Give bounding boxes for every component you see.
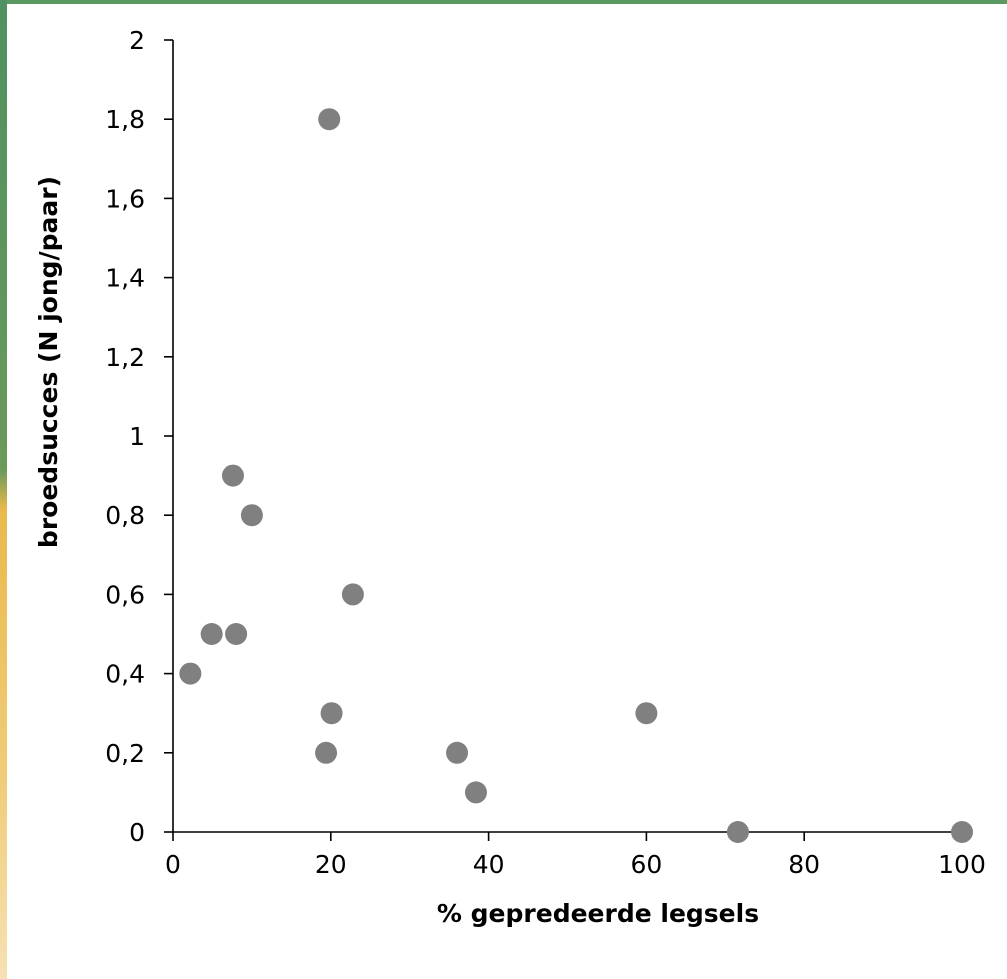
y-tick-label: 1 — [129, 422, 145, 451]
x-tick-label: 80 — [788, 850, 820, 879]
top-border-stripe — [0, 0, 1007, 4]
x-tick-label: 20 — [315, 850, 347, 879]
scatter-point — [320, 702, 343, 725]
y-axis-title: broedsucces (N jong/paar) — [34, 176, 63, 548]
scatter-point — [318, 108, 341, 131]
x-tick-label: 60 — [630, 850, 662, 879]
left-border-stripe — [0, 0, 7, 979]
scatter-point — [315, 741, 338, 764]
scatter-point — [464, 781, 487, 804]
scatter-point — [225, 623, 248, 645]
scatter-point — [341, 583, 364, 606]
scatter-point — [200, 623, 223, 645]
scatter-point — [635, 702, 658, 725]
tick-marks — [164, 39, 963, 841]
y-tick-label: 1,6 — [105, 184, 145, 213]
data-points — [179, 108, 973, 843]
scatter-point — [446, 741, 469, 764]
y-tick-label: 0 — [129, 818, 145, 847]
scatter-point — [179, 662, 202, 685]
y-tick-label: 0,8 — [105, 501, 145, 530]
x-tick-label: 40 — [473, 850, 505, 879]
x-tick-label: 0 — [165, 850, 181, 879]
x-axis-title: % gepredeerde legsels — [437, 899, 759, 928]
y-tick-label: 1,8 — [105, 105, 145, 134]
x-tick-label: 100 — [938, 850, 986, 879]
scatter-point — [726, 821, 749, 843]
scatter-point — [240, 504, 263, 527]
y-tick-label: 0,2 — [105, 739, 145, 768]
y-tick-label: 0,6 — [105, 580, 145, 609]
y-tick-label: 1,2 — [105, 343, 145, 372]
y-tick-label: 1,4 — [105, 264, 145, 293]
x-tick-labels: 0 20 40 60 80 100 — [165, 850, 986, 879]
scatter-point — [221, 464, 244, 487]
y-tick-label: 0,4 — [105, 660, 145, 689]
y-tick-labels: 0 0,2 0,4 0,6 0,8 1 1,2 1,4 1,6 1,8 2 — [105, 26, 145, 847]
scatter-point — [951, 821, 973, 843]
y-tick-label: 2 — [129, 26, 145, 55]
